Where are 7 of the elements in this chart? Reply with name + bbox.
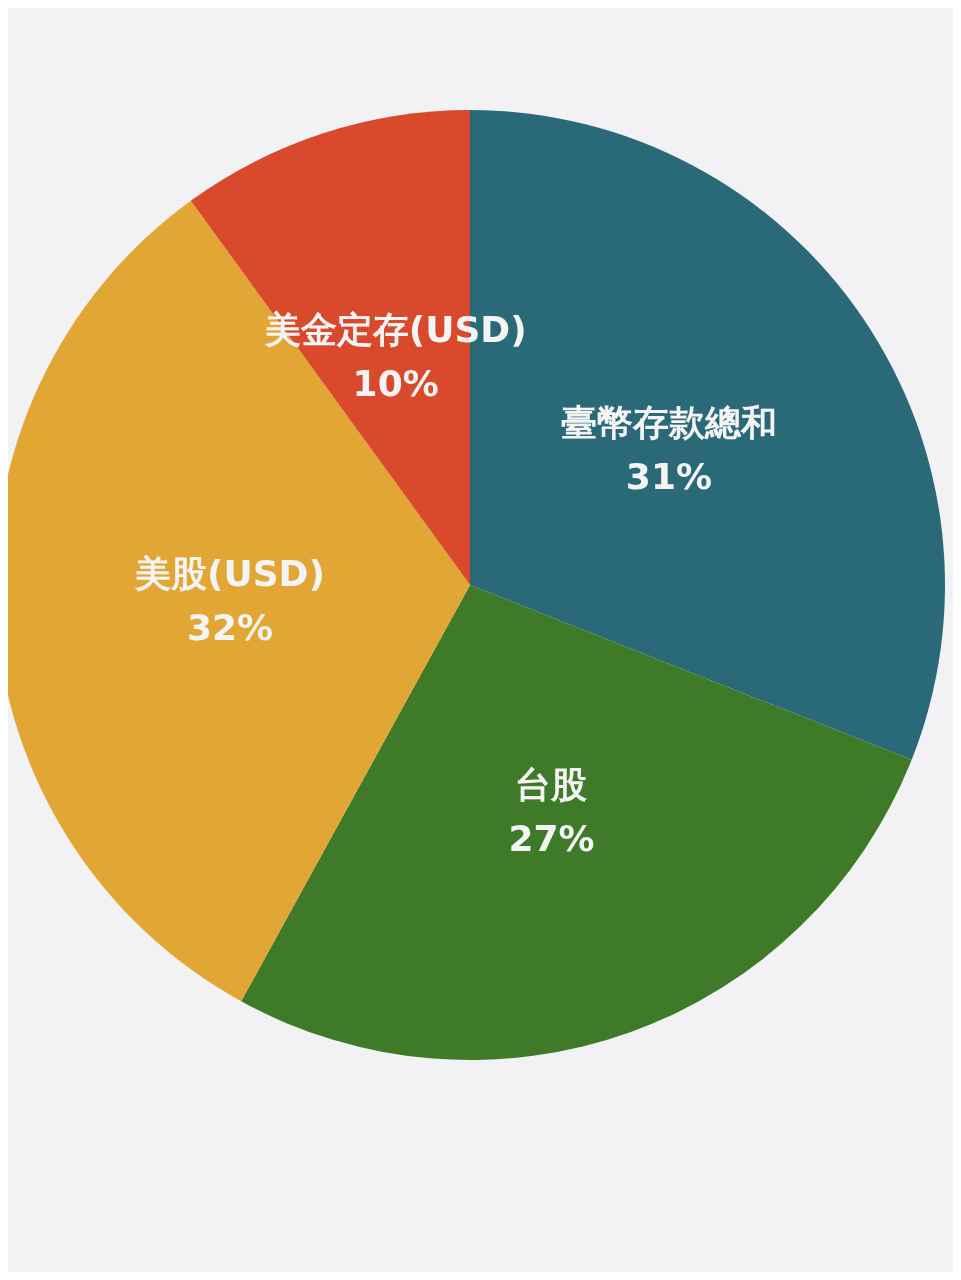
slice-label: 臺幣存款總和 [560, 402, 777, 444]
data-label: 31% [625, 456, 712, 498]
data-label: 10% [352, 362, 439, 404]
data-label: 32% [186, 606, 274, 648]
data-label: 27% [508, 817, 595, 859]
slice-label: 美股(USD) [134, 552, 325, 594]
slice-label: 台股 [515, 763, 588, 805]
